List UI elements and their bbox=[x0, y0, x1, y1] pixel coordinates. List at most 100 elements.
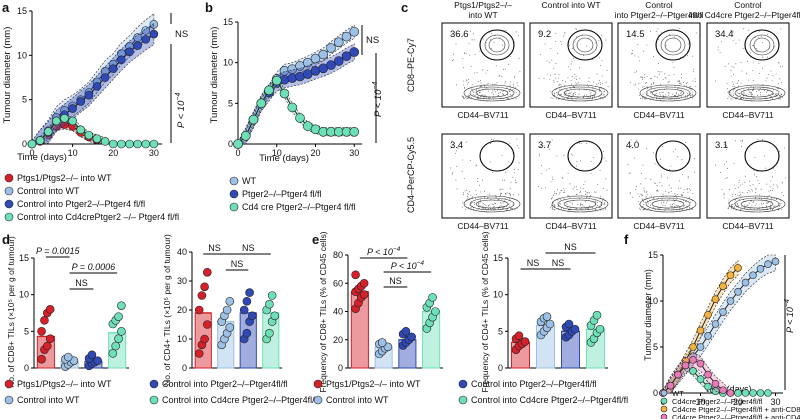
panel-c-contour bbox=[734, 86, 780, 100]
panel-a-point bbox=[133, 139, 142, 149]
panel-f-point bbox=[734, 264, 742, 272]
panel-d-left-ytick-label: 15 bbox=[19, 253, 29, 263]
panel-c-contour bbox=[639, 195, 697, 213]
panel-e-legend-item-2: Control into Ptger2–/–Ptger4fl/fl bbox=[471, 379, 597, 389]
panel-d-legend-item-0-swatch bbox=[4, 379, 14, 389]
panel-f-point bbox=[764, 389, 772, 397]
panel-e-right-ns1: NS bbox=[527, 258, 540, 268]
panel-f-point bbox=[741, 389, 750, 397]
panel-c-row-label: CD4–PerCP-Cy5.5 bbox=[406, 137, 416, 213]
panel-b-xtick-label: 30 bbox=[349, 148, 359, 158]
panel-b-point bbox=[264, 85, 274, 96]
panel-c-contour bbox=[463, 195, 521, 213]
panel-f-point bbox=[704, 310, 712, 319]
panel-c-col-header: into Cd4cre Ptger2–/–Ptger4fl/fl bbox=[689, 10, 800, 20]
panel-c-col-header: into WT bbox=[468, 10, 497, 20]
panel-c-gate bbox=[655, 29, 691, 61]
panel-f-point bbox=[734, 287, 742, 296]
panel-a-legend-item-0: Ptgs1/Ptgs2–/– into WT bbox=[17, 173, 112, 183]
panel-e-legend-item-0-swatch bbox=[313, 379, 323, 389]
panel-a-legend-item-0-swatch bbox=[4, 173, 14, 183]
panel-e-left-ytick-label: 0 bbox=[338, 363, 343, 373]
panel-f-point bbox=[696, 359, 705, 368]
panel-a-ylabel: Tumour diameter (mm) bbox=[2, 27, 13, 124]
panel-e-right-point bbox=[542, 312, 552, 321]
panel-c-contour bbox=[469, 86, 515, 100]
panel-d-right-ytick-label: 10 bbox=[177, 334, 187, 344]
panel-f-xtick-label: 30 bbox=[770, 397, 780, 407]
panel-d-left-ytick-label: 0 bbox=[24, 363, 29, 373]
panel-c-xlabel: CD44–BV711 bbox=[722, 110, 774, 120]
panel-b-ylabel: Tumour diameter (mm) bbox=[209, 27, 220, 124]
panel-d-right-point bbox=[270, 311, 280, 321]
panel-c-contour bbox=[563, 199, 597, 209]
panel-e-legend-item-3-swatch bbox=[458, 395, 468, 405]
panel-f-point bbox=[726, 389, 735, 397]
panel-c-contour bbox=[484, 34, 510, 56]
panel-d-left-ytick-label: 10 bbox=[19, 290, 29, 300]
panel-d-right-ytick-label: 0 bbox=[182, 363, 187, 373]
panel-b-point bbox=[310, 53, 321, 64]
panel-d-right-point bbox=[267, 291, 277, 300]
panel-a-xtick-label: 10 bbox=[68, 148, 78, 158]
panel-e-right-point bbox=[564, 319, 574, 329]
panel-c-contour bbox=[660, 34, 686, 56]
panel-a-ytick-label: 10 bbox=[17, 50, 27, 60]
panel-c-contour bbox=[551, 84, 609, 102]
panel-c-gate-value: 36.6 bbox=[450, 29, 469, 40]
panel-e-right-ytick-label: 10 bbox=[493, 290, 503, 300]
panel-d-right-ns3: NS bbox=[231, 259, 244, 269]
panel-d-legend-item-1: Control into WT bbox=[17, 395, 80, 405]
panel-b-point bbox=[333, 37, 344, 48]
panel-c-gate bbox=[479, 140, 515, 172]
panel-d-left-point bbox=[117, 301, 126, 310]
panel-e-legend-item-0: Ptgs1/Ptgs2–/– into WT bbox=[326, 379, 421, 389]
panel-e-left-ytick-label: 20 bbox=[333, 335, 343, 345]
panel-d-left-point bbox=[45, 334, 55, 343]
panel-f-point bbox=[696, 343, 705, 351]
panel-c-contour bbox=[651, 199, 685, 209]
panel-b-point bbox=[271, 75, 282, 86]
panel-d-right-point bbox=[203, 267, 212, 277]
panel-letter-c: c bbox=[401, 0, 408, 15]
panel-c-gate bbox=[567, 29, 603, 61]
panel-d-right-point bbox=[245, 288, 254, 297]
panel-a-point bbox=[68, 116, 77, 126]
panel-d-right-point bbox=[222, 305, 232, 315]
panel-e-left-p1-exp: −4 bbox=[393, 246, 401, 253]
panel-e-right-ns2: NS bbox=[552, 258, 565, 268]
panel-e-left-ytick-label: 40 bbox=[333, 307, 343, 317]
panel-e-left-point bbox=[431, 307, 440, 316]
panel-c-contour bbox=[488, 37, 506, 53]
panel-a-point bbox=[108, 64, 118, 73]
panel-e-left-point bbox=[407, 332, 416, 342]
panel-c-xlabel: CD44–BV711 bbox=[722, 221, 774, 231]
panel-a-point bbox=[117, 139, 126, 149]
panel-d-left-point bbox=[37, 354, 46, 364]
panel-d-left-ns: NS bbox=[75, 278, 88, 288]
panel-d-left-point bbox=[63, 352, 73, 362]
panel-d-left-ylabel: No. of CD8+ TILs (×10⁵ per g of tumour) bbox=[6, 236, 16, 388]
panel-c-contour bbox=[651, 88, 685, 98]
panel-f-xtick-label: 20 bbox=[733, 397, 743, 407]
panel-d-left-point bbox=[114, 312, 123, 321]
panel-a-xtick-label: 30 bbox=[149, 148, 159, 158]
panel-a-legend-item-2-swatch bbox=[4, 199, 14, 209]
panel-letter-b: b bbox=[205, 0, 213, 15]
panel-c-gate bbox=[744, 29, 780, 61]
panel-c-contour bbox=[563, 88, 597, 98]
panel-c-dots bbox=[450, 138, 520, 211]
panel-a-point bbox=[68, 104, 77, 113]
panel-d-right-point bbox=[225, 323, 235, 332]
panel-d-right-point bbox=[194, 305, 204, 315]
panel-b-legend-item-2-swatch bbox=[229, 202, 239, 212]
panel-c-contour bbox=[639, 84, 697, 102]
panel-a-point bbox=[27, 139, 37, 149]
panel-c-xlabel: CD44–BV711 bbox=[545, 221, 597, 231]
panel-c-contour bbox=[728, 84, 786, 102]
panel-d-left-p1: P = 0.0015 bbox=[36, 246, 80, 256]
panel-b-ytick-label: 0 bbox=[228, 139, 233, 149]
panel-f-point bbox=[719, 282, 727, 291]
panel-f-p: P < 10−4 bbox=[784, 299, 795, 333]
panel-f-legend-item-1-swatch bbox=[660, 397, 668, 405]
